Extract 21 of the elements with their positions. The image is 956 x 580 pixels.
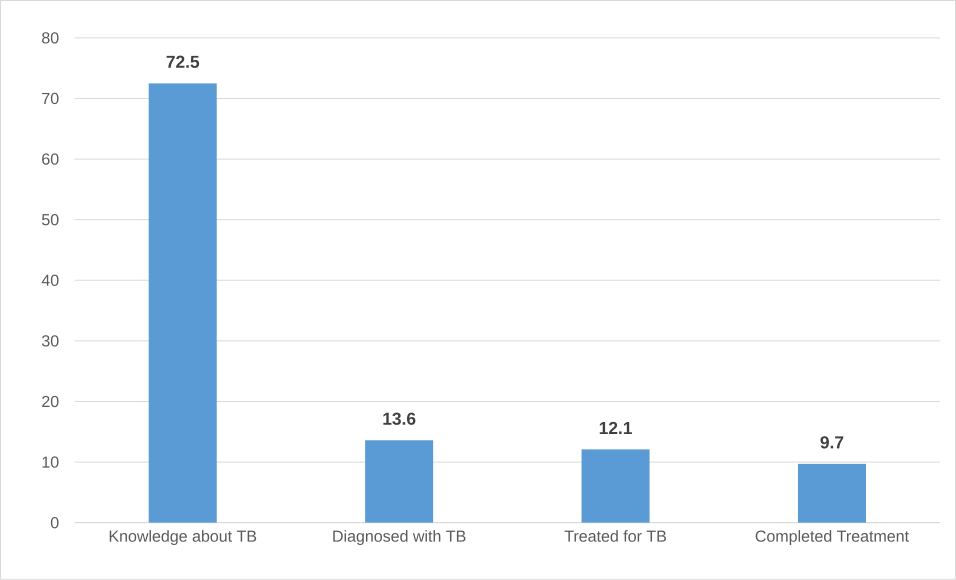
bar <box>582 449 650 523</box>
x-tick-label: Completed Treatment <box>756 530 909 546</box>
data-label: 9.7 <box>820 436 844 449</box>
bar <box>365 440 434 523</box>
y-tick-label: 0 <box>50 517 59 528</box>
data-label: 72.5 <box>166 56 200 68</box>
y-tick-label: 50 <box>42 214 59 226</box>
data-label: 13.6 <box>383 412 416 425</box>
y-tick-label: 70 <box>42 92 59 104</box>
bar <box>798 464 866 523</box>
x-tick-label: Knowledge about TB <box>110 530 256 546</box>
y-tick-label: 60 <box>42 153 59 165</box>
data-label: 12.1 <box>600 422 632 434</box>
y-tick-label: 40 <box>42 274 59 286</box>
x-tick-label: Diagnosed with TB <box>333 530 466 546</box>
y-tick-label: 80 <box>42 32 59 44</box>
x-tick-label: Treated for TB <box>564 530 666 542</box>
y-tick-label: 30 <box>42 335 59 347</box>
bar <box>148 83 217 523</box>
y-tick-label: 20 <box>42 396 59 408</box>
y-tick-label: 10 <box>42 456 59 468</box>
